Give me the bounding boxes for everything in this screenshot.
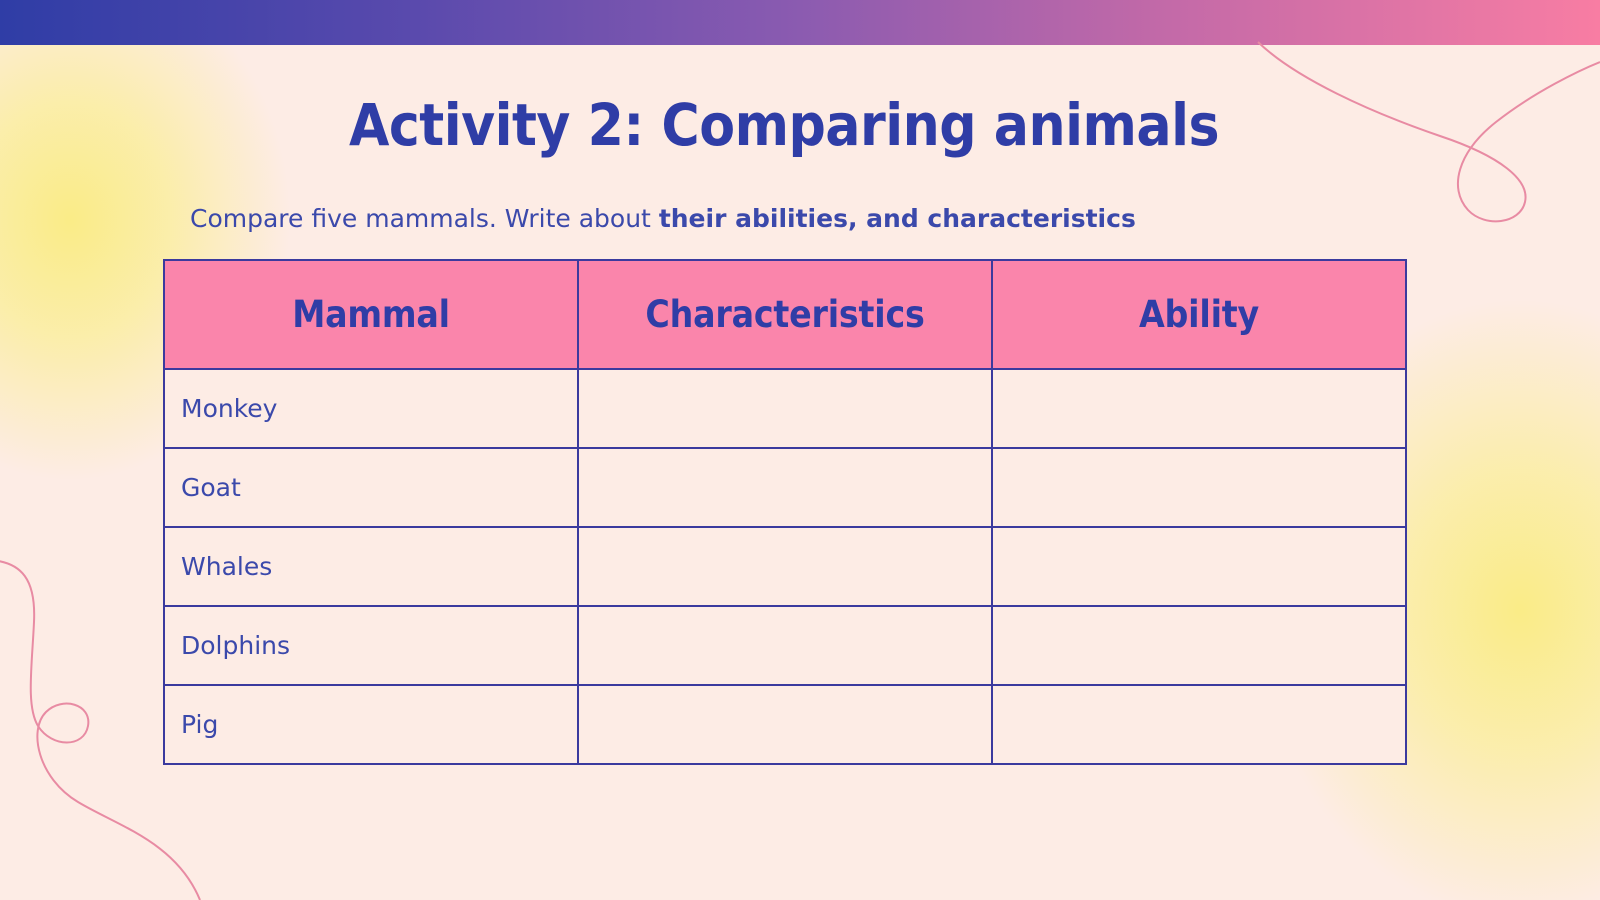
cell-ability-input[interactable] bbox=[991, 684, 1407, 765]
cell-mammal-name: Whales bbox=[163, 526, 579, 607]
table-row: Monkey bbox=[163, 368, 1407, 449]
instructions-text: Compare five mammals. Write about their … bbox=[190, 204, 1136, 234]
cell-characteristics-input[interactable] bbox=[577, 684, 993, 765]
cell-mammal-name: Monkey bbox=[163, 368, 579, 449]
cell-characteristics-input[interactable] bbox=[577, 605, 993, 686]
activity-table-wrapper: Mammal Characteristics Ability Monkey Go… bbox=[163, 259, 1407, 765]
table-row: Dolphins bbox=[163, 605, 1407, 686]
page-title: Activity 2: Comparing animals bbox=[348, 91, 1220, 159]
column-header-mammal: Mammal bbox=[163, 259, 579, 370]
table-head: Mammal Characteristics Ability bbox=[163, 259, 1407, 370]
table-row: Goat bbox=[163, 447, 1407, 528]
cell-mammal-name: Dolphins bbox=[163, 605, 579, 686]
activity-table: Mammal Characteristics Ability Monkey Go… bbox=[163, 259, 1407, 765]
cell-ability-input[interactable] bbox=[991, 447, 1407, 528]
instructions-emphasis: their abilities, and characteristics bbox=[658, 204, 1136, 233]
table-header-row: Mammal Characteristics Ability bbox=[163, 259, 1407, 370]
column-header-ability: Ability bbox=[991, 259, 1407, 370]
cell-characteristics-input[interactable] bbox=[577, 368, 993, 449]
table-row: Whales bbox=[163, 526, 1407, 607]
cell-characteristics-input[interactable] bbox=[577, 447, 993, 528]
table-row: Pig bbox=[163, 684, 1407, 765]
cell-mammal-name: Goat bbox=[163, 447, 579, 528]
column-header-characteristics: Characteristics bbox=[577, 259, 993, 370]
cell-characteristics-input[interactable] bbox=[577, 526, 993, 607]
table-body: Monkey Goat Whales Dolphins bbox=[163, 368, 1407, 765]
cell-ability-input[interactable] bbox=[991, 526, 1407, 607]
cell-ability-input[interactable] bbox=[991, 368, 1407, 449]
instructions-lead: Compare five mammals. Write about bbox=[190, 204, 659, 233]
top-gradient-bar bbox=[0, 0, 1600, 45]
cell-mammal-name: Pig bbox=[163, 684, 579, 765]
cell-ability-input[interactable] bbox=[991, 605, 1407, 686]
